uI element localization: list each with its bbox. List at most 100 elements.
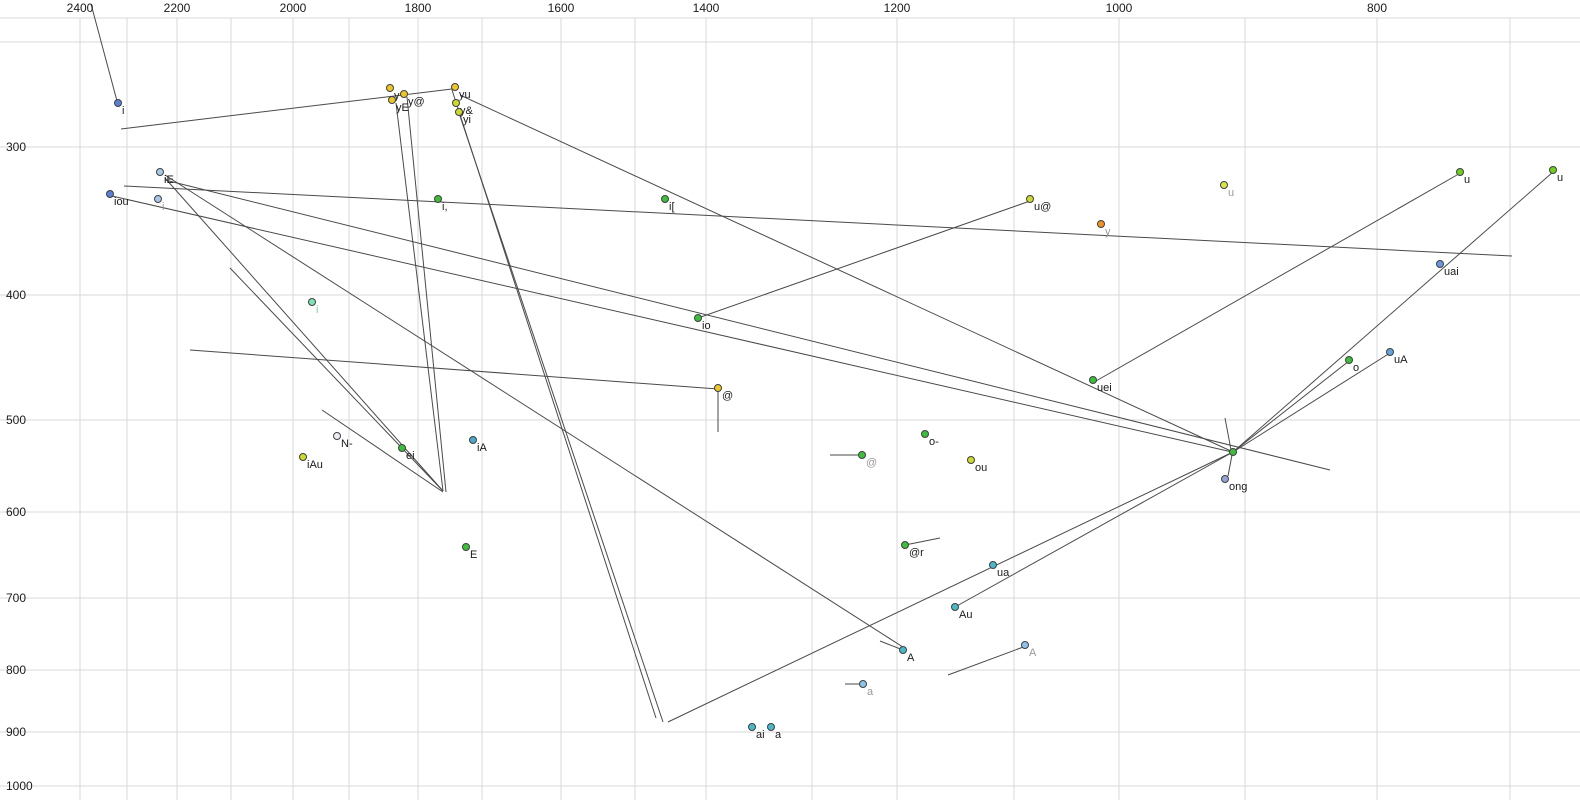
data-point-ei bbox=[398, 444, 406, 452]
trajectory-line bbox=[90, 3, 118, 102]
y-tick-label: 1000 bbox=[6, 779, 33, 793]
data-point-@r bbox=[901, 541, 909, 549]
x-tick-label: 1600 bbox=[548, 1, 575, 15]
point-label: ong bbox=[1229, 481, 1247, 493]
point-label: o- bbox=[929, 436, 939, 448]
data-point-u bbox=[1549, 166, 1557, 174]
point-label: i bbox=[316, 304, 318, 316]
point-label: uei bbox=[1097, 382, 1112, 394]
point-label: yi bbox=[463, 114, 471, 126]
point-label: @ bbox=[722, 390, 733, 402]
point-label: i bbox=[162, 201, 164, 213]
trajectory-line bbox=[451, 89, 657, 719]
point-label: iou bbox=[114, 196, 129, 208]
data-point bbox=[1229, 448, 1237, 456]
x-tick-label: 1800 bbox=[405, 1, 432, 15]
point-label: o bbox=[1353, 362, 1359, 374]
point-label: ei bbox=[406, 450, 415, 462]
point-label: Au bbox=[959, 609, 972, 621]
trajectory-line bbox=[164, 177, 444, 492]
data-point-E bbox=[462, 543, 470, 551]
point-label: u bbox=[1228, 187, 1234, 199]
data-point-@ bbox=[858, 451, 866, 459]
y-tick-label: 400 bbox=[6, 288, 26, 302]
trajectory-line bbox=[123, 185, 1513, 257]
y-tick-label: 800 bbox=[6, 663, 26, 677]
data-point-iA bbox=[469, 436, 477, 444]
data-point-yu bbox=[451, 83, 459, 91]
point-label: uA bbox=[1394, 354, 1408, 366]
point-label: iA bbox=[477, 442, 487, 454]
point-label: A bbox=[1029, 647, 1037, 659]
x-tick-label: 1000 bbox=[1106, 1, 1133, 15]
point-label: y& bbox=[460, 105, 474, 117]
data-point-i bbox=[308, 298, 316, 306]
trajectory-line bbox=[458, 112, 664, 723]
trajectory-line bbox=[1227, 454, 1233, 477]
data-point-ai bbox=[748, 723, 756, 731]
data-point-A bbox=[899, 646, 907, 654]
data-point-y bbox=[386, 84, 394, 92]
point-label: io bbox=[702, 320, 711, 332]
data-point-i[ bbox=[661, 195, 669, 203]
point-label: yu bbox=[459, 89, 471, 101]
data-point-o- bbox=[921, 430, 929, 438]
data-point-y& bbox=[452, 99, 460, 107]
point-label: u bbox=[1464, 174, 1470, 186]
trajectory-line bbox=[395, 102, 444, 492]
data-point-io bbox=[694, 314, 702, 322]
data-point-ou bbox=[967, 456, 975, 464]
trajectory-line bbox=[164, 174, 907, 650]
data-point-N- bbox=[333, 432, 341, 440]
trajectory-line bbox=[321, 409, 444, 493]
data-point-uai bbox=[1436, 260, 1444, 268]
data-point-a bbox=[767, 723, 775, 731]
point-label: uai bbox=[1444, 266, 1459, 278]
trajectory-line bbox=[947, 645, 1027, 676]
point-label: a bbox=[775, 729, 782, 741]
point-label: E bbox=[470, 549, 477, 561]
y-tick-label: 600 bbox=[6, 505, 26, 519]
data-point-i bbox=[154, 195, 162, 203]
point-label: ua bbox=[997, 567, 1010, 579]
trajectory-line bbox=[1232, 352, 1391, 453]
trajectory-line bbox=[120, 88, 453, 130]
x-tick-label: 2000 bbox=[280, 1, 307, 15]
y-tick-label: 300 bbox=[6, 140, 26, 154]
trajectory-lines bbox=[90, 3, 1554, 723]
y-tick-label: 900 bbox=[6, 725, 26, 739]
data-point-a bbox=[859, 680, 867, 688]
data-point-yE bbox=[388, 96, 396, 104]
data-point-Au bbox=[951, 603, 959, 611]
point-label: y bbox=[394, 90, 400, 102]
y-tick-label: 500 bbox=[6, 413, 26, 427]
data-point-ong bbox=[1221, 475, 1229, 483]
data-point-yi bbox=[455, 108, 463, 116]
data-point-uei bbox=[1089, 376, 1097, 384]
point-label: @r bbox=[909, 547, 924, 559]
data-point-uA bbox=[1386, 348, 1394, 356]
data-point-iAu bbox=[299, 453, 307, 461]
trajectory-line bbox=[1232, 360, 1350, 453]
x-tick-label: 2200 bbox=[164, 1, 191, 15]
point-label: y bbox=[1105, 226, 1111, 238]
point-label: yE bbox=[396, 102, 409, 114]
trajectory-line bbox=[667, 451, 1234, 723]
trajectory-line bbox=[697, 200, 1031, 319]
point-label: i[ bbox=[669, 201, 675, 213]
trajectory-line bbox=[904, 537, 941, 546]
x-tick-label: 2400 bbox=[67, 1, 94, 15]
trajectory-line bbox=[406, 96, 447, 493]
point-label: A bbox=[907, 652, 915, 664]
trajectory-line bbox=[229, 267, 443, 491]
trajectory-line bbox=[879, 640, 904, 651]
x-tick-label: 1200 bbox=[884, 1, 911, 15]
data-point-A bbox=[1021, 641, 1029, 649]
trajectory-line bbox=[459, 94, 1234, 453]
point-label: @ bbox=[866, 457, 877, 469]
point-label: N- bbox=[341, 438, 353, 450]
trajectory-line bbox=[111, 195, 1233, 453]
